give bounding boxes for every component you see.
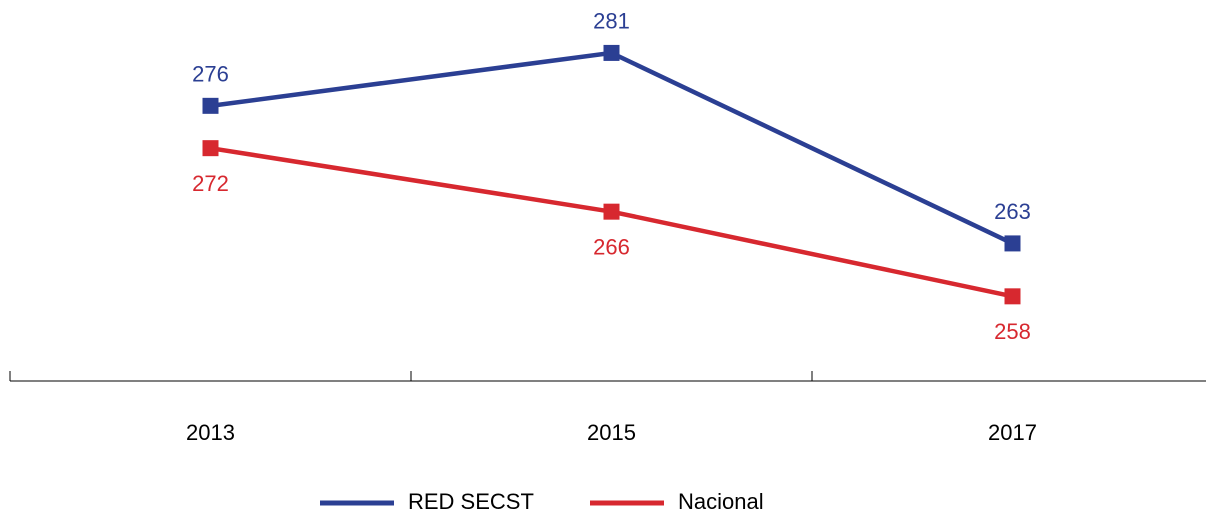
data-label: 281 <box>593 9 630 34</box>
x-tick-label: 2017 <box>988 420 1037 445</box>
point-marker <box>603 44 620 61</box>
point-marker <box>202 140 219 157</box>
point-marker <box>1004 235 1021 252</box>
point-marker <box>1004 288 1021 305</box>
x-tick-label: 2013 <box>186 420 235 445</box>
data-label: 272 <box>192 171 229 196</box>
data-label: 276 <box>192 62 229 87</box>
data-label: 263 <box>994 199 1031 224</box>
data-label: 266 <box>593 234 630 259</box>
legend-label: RED SECST <box>408 489 534 514</box>
point-marker <box>603 203 620 220</box>
series-line <box>210 145 1013 299</box>
x-tick-label: 2015 <box>587 420 636 445</box>
legend-label: Nacional <box>678 489 764 514</box>
point-marker <box>202 97 219 114</box>
data-label: 258 <box>994 319 1031 344</box>
